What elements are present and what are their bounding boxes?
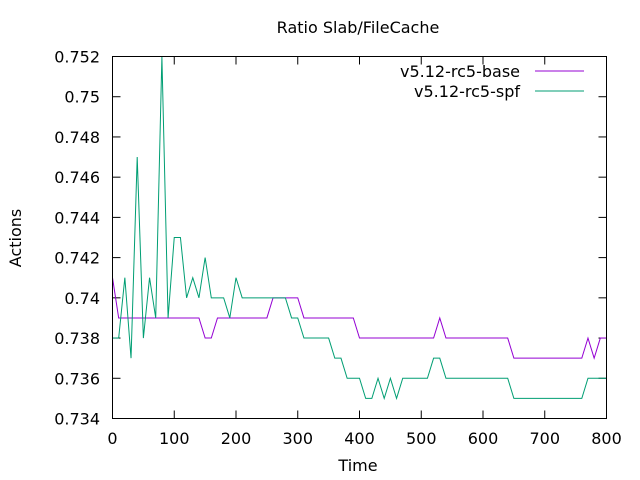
y-tick-label: 0.74 xyxy=(64,289,100,308)
legend-label-2: v5.12-rc5-spf xyxy=(414,82,520,101)
y-axis-title: Actions xyxy=(6,209,25,267)
y-tick-label: 0.748 xyxy=(54,128,100,147)
series-line-2 xyxy=(112,56,607,401)
y-tick-label: 0.75 xyxy=(64,88,100,107)
x-tick-label: 500 xyxy=(406,429,437,448)
y-tick-label: 0.746 xyxy=(54,168,100,187)
y-tick-label: 0.744 xyxy=(54,208,100,227)
tick-labels: 0 100 200 300 400 500 600 700 800 0.734 0.736 0.738… xyxy=(54,48,622,449)
x-tick-label: 600 xyxy=(468,429,499,448)
x-tick-label: 200 xyxy=(221,429,252,448)
x-tick-label: 800 xyxy=(591,429,622,448)
x-axis-title: Time xyxy=(337,456,377,475)
y-tick-label: 0.736 xyxy=(54,369,100,388)
y-tick-label: 0.734 xyxy=(54,410,100,429)
series-layer xyxy=(112,56,607,401)
x-tick-label: 700 xyxy=(529,429,560,448)
y-tick-label: 0.742 xyxy=(54,249,100,268)
x-tick-label: 400 xyxy=(344,429,375,448)
legend-label-1: v5.12-rc5-base xyxy=(400,62,520,81)
x-tick-label: 0 xyxy=(107,429,117,448)
chart-title: Ratio Slab/FileCache xyxy=(277,18,440,37)
y-tick-label: 0.738 xyxy=(54,329,100,348)
x-tick-label: 100 xyxy=(159,429,190,448)
axis-ticks xyxy=(112,56,607,419)
x-tick-label: 300 xyxy=(282,429,313,448)
plot-frame xyxy=(112,56,607,419)
y-tick-label: 0.752 xyxy=(54,48,100,67)
series-line-1 xyxy=(112,277,607,360)
